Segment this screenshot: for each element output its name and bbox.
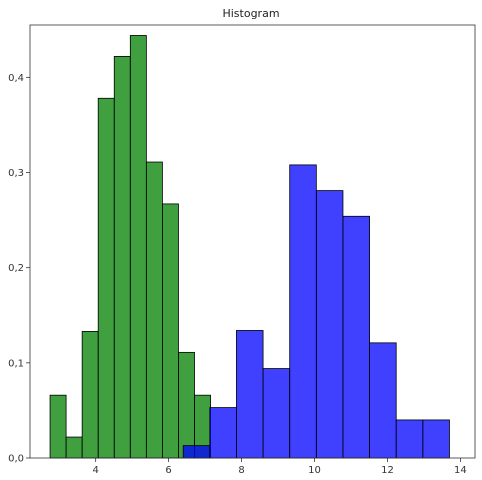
- y-tick-label-4: 0,4: [8, 73, 24, 84]
- histogram-bar-s1-3: [262, 368, 291, 459]
- histogram-bar-s0-1: [65, 436, 83, 459]
- y-tick-label-3: 0,3: [8, 168, 24, 179]
- histogram-bar-s1-7: [369, 342, 397, 459]
- histogram-bar-s0-5: [129, 35, 147, 459]
- x-tick-label-5: 14: [454, 465, 467, 476]
- y-tick-label-1: 0,1: [8, 358, 24, 369]
- histogram-bar-s1-6: [342, 215, 370, 459]
- histogram-bar-s1-2: [236, 330, 264, 459]
- y-tick-label-2: 0,2: [8, 263, 24, 274]
- x-tick-label-1: 6: [165, 465, 171, 476]
- histogram-bar-s0-8: [178, 351, 195, 459]
- x-tick-label-0: 4: [92, 465, 98, 476]
- x-tick-label-3: 10: [308, 465, 321, 476]
- histogram-bar-s0-4: [113, 56, 131, 459]
- histogram-bar-s1-4: [289, 164, 317, 459]
- y-tick-label-0: 0,0: [8, 454, 24, 465]
- x-tick-label-4: 12: [381, 465, 394, 476]
- histogram-bar-s0-2: [81, 331, 99, 459]
- plot-frame: [29, 24, 476, 459]
- histogram-bar-s1-1: [209, 407, 237, 459]
- histogram-bar-s1-8: [395, 419, 424, 459]
- y-axis: 0,0 0,1 0,2 0,3 0,4: [8, 73, 30, 465]
- histogram-bar-s0-7: [162, 203, 179, 459]
- x-axis: 4 6 8 10 12 14: [92, 458, 467, 476]
- histogram-bar-s1-9: [422, 419, 450, 459]
- histogram-bar-s0-6: [145, 161, 163, 459]
- histogram-bar-s0-3: [97, 97, 115, 459]
- histogram-bar-s0-0: [49, 394, 67, 459]
- histogram-bar-s1-5: [315, 190, 344, 459]
- x-tick-label-2: 8: [238, 465, 244, 476]
- bars-layer: [49, 35, 450, 459]
- histogram-bar-s1-0: [182, 445, 211, 459]
- chart-title: Histogram: [222, 7, 279, 20]
